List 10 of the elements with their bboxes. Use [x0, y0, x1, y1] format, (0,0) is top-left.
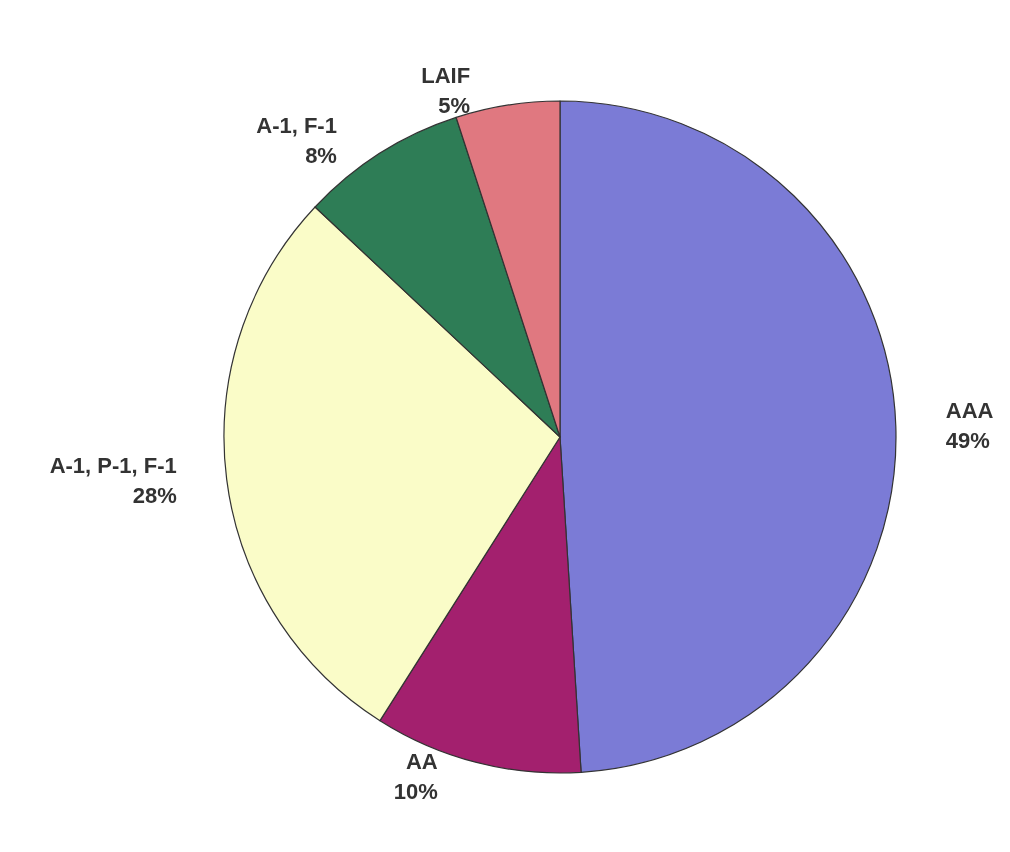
data-label: 28% — [132, 483, 177, 509]
slice-label: LAIF — [421, 62, 471, 88]
data-label: 8% — [305, 143, 337, 169]
slice-label: A-1, F-1 — [256, 113, 337, 139]
slice-label: A-1, P-1, F-1 — [49, 453, 177, 479]
slice-label: AA — [405, 749, 438, 775]
slice-label: AAA — [945, 398, 994, 424]
data-label: 5% — [438, 92, 471, 118]
data-label: 10% — [393, 779, 438, 805]
data-label: 49% — [945, 428, 990, 454]
